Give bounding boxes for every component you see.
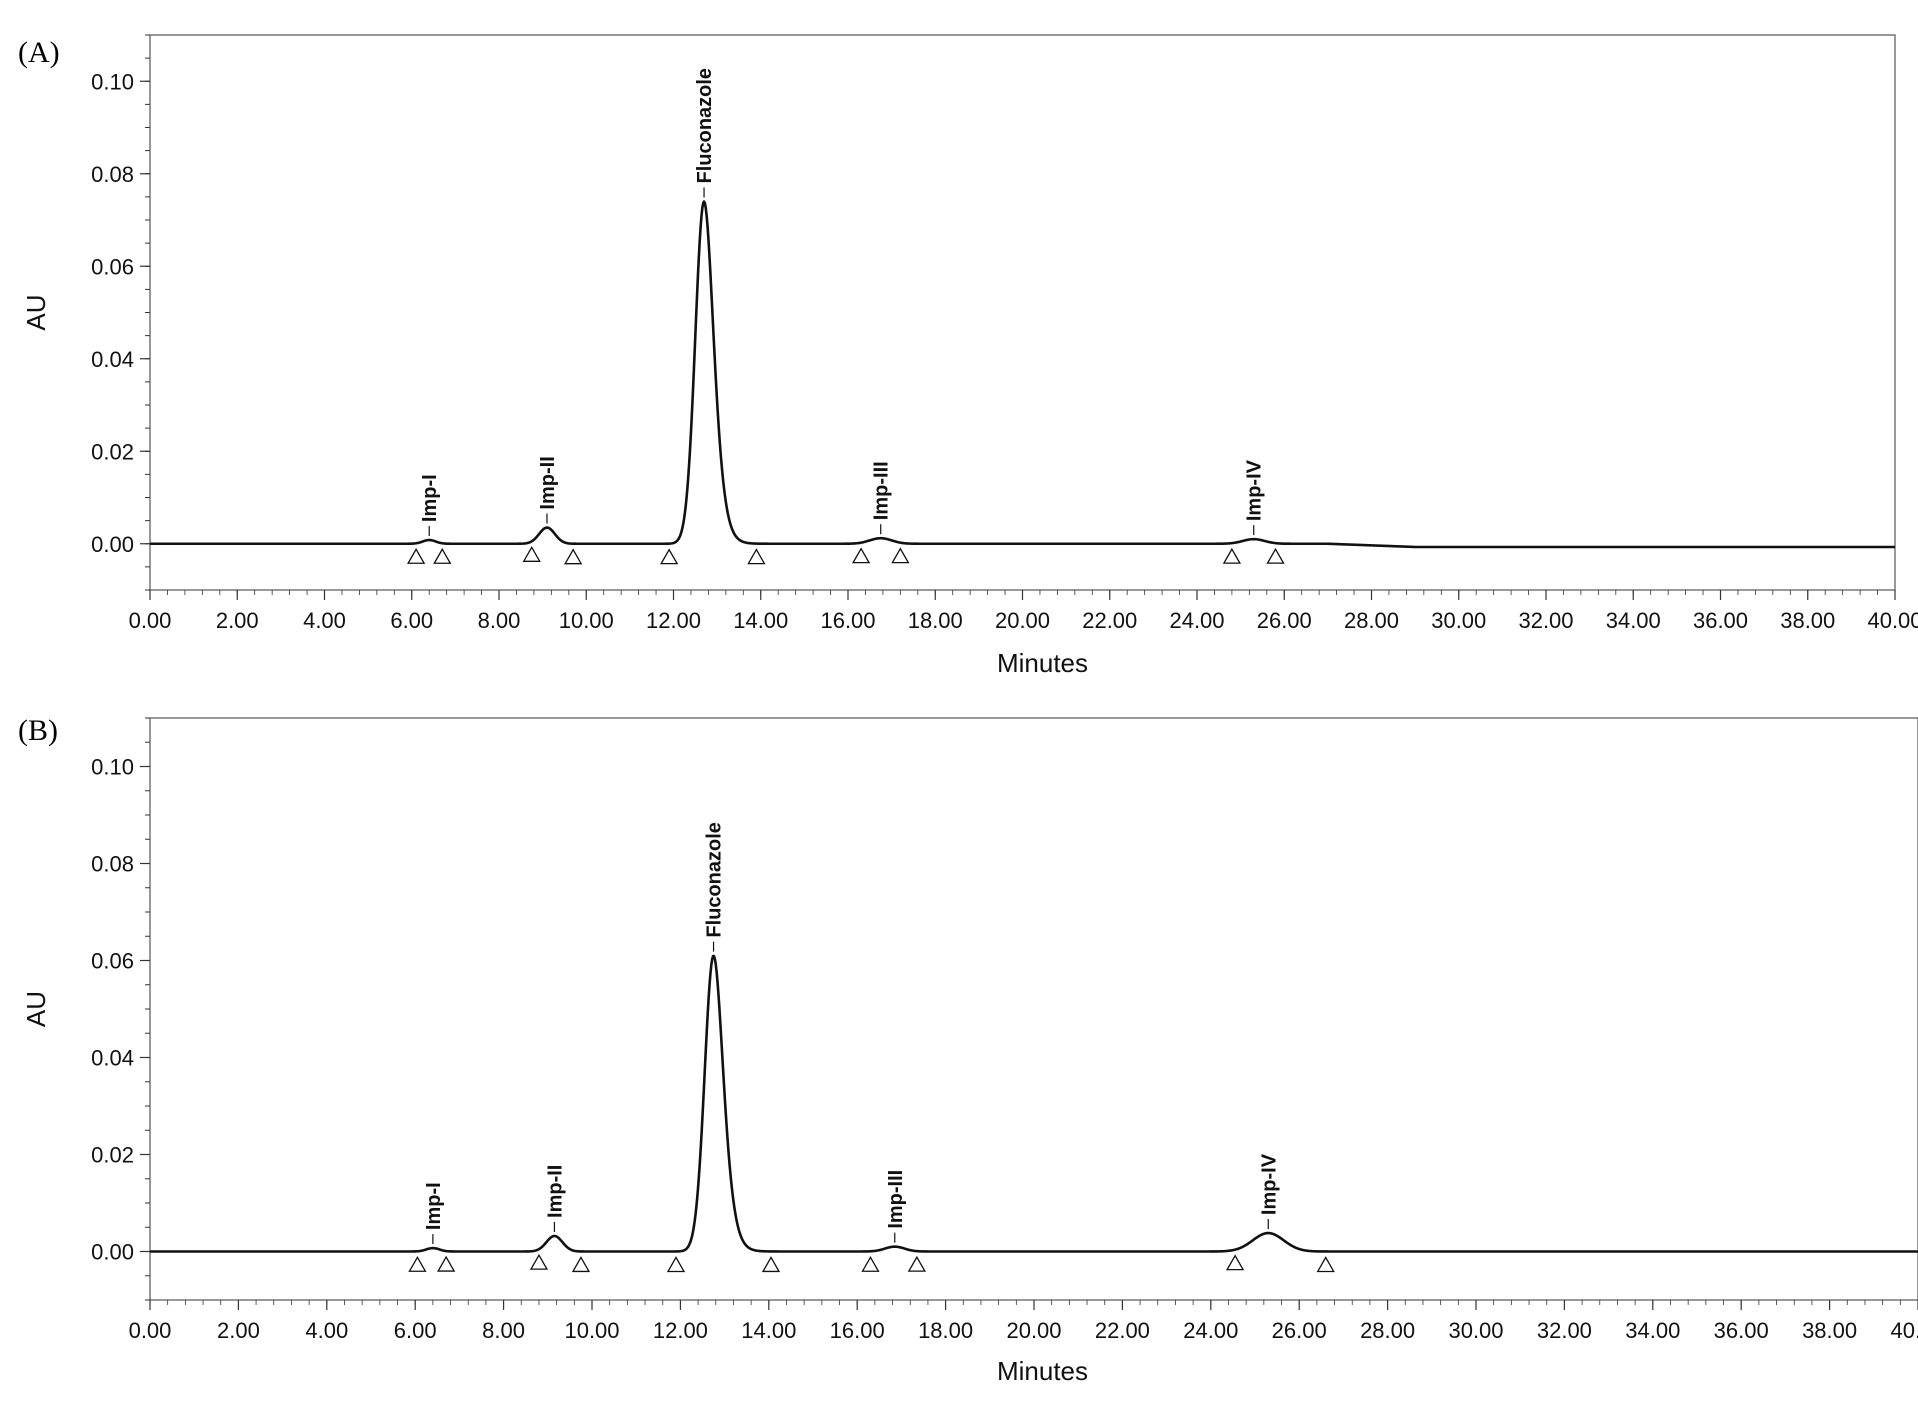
x-tick-label: 40.00 xyxy=(1867,608,1918,633)
integration-marker xyxy=(1222,547,1242,564)
integration-marker xyxy=(666,1256,686,1273)
x-tick-label: 14.00 xyxy=(741,1318,796,1343)
y-tick-label: 0.04 xyxy=(91,347,134,372)
x-tick-label: 32.00 xyxy=(1518,608,1573,633)
x-tick-label: 24.00 xyxy=(1183,1318,1238,1343)
x-tick-label: 10.00 xyxy=(559,608,614,633)
y-tick-label: 0.10 xyxy=(91,755,134,780)
x-tick-label: 4.00 xyxy=(303,608,346,633)
x-tick-label: 30.00 xyxy=(1431,608,1486,633)
y-axis-title: AU xyxy=(21,294,51,330)
x-tick-label: 18.00 xyxy=(918,1318,973,1343)
x-tick-label: 8.00 xyxy=(482,1318,525,1343)
integration-marker xyxy=(1266,547,1285,564)
integration-marker xyxy=(406,547,426,564)
plot-frame xyxy=(149,717,1918,1301)
integration-marker xyxy=(437,1255,456,1272)
panel-label: (B) xyxy=(18,714,58,747)
x-axis-title: Minutes xyxy=(997,1356,1088,1386)
y-tick-label: 0.02 xyxy=(91,1143,134,1168)
x-tick-label: 40.00 xyxy=(1890,1318,1918,1343)
integration-marker xyxy=(529,1253,549,1270)
integration-marker xyxy=(571,1256,591,1273)
integration-marker xyxy=(907,1255,926,1272)
peak-label: Imp-III xyxy=(885,1170,907,1229)
integration-marker xyxy=(564,548,583,565)
y-tick-label: 0.08 xyxy=(91,162,134,187)
x-axis-title: Minutes xyxy=(997,648,1088,678)
peak-label: Imp-IV xyxy=(1244,459,1266,521)
y-tick-label: 0.00 xyxy=(91,532,134,557)
panel-label: (A) xyxy=(18,36,60,69)
peak-label: Fluconazole xyxy=(694,68,716,184)
x-tick-label: 26.00 xyxy=(1272,1318,1327,1343)
integration-marker xyxy=(660,548,679,565)
x-tick-label: 8.00 xyxy=(478,608,521,633)
x-tick-label: 22.00 xyxy=(1095,1318,1150,1343)
x-tick-label: 32.00 xyxy=(1537,1318,1592,1343)
x-tick-label: 16.00 xyxy=(830,1318,885,1343)
integration-marker xyxy=(851,547,871,564)
x-tick-label: 0.00 xyxy=(129,608,172,633)
integration-marker xyxy=(408,1255,427,1272)
peak-label: Imp-IV xyxy=(1258,1153,1280,1215)
y-tick-label: 0.06 xyxy=(91,949,134,974)
integration-marker xyxy=(1316,1256,1335,1273)
peak-label: Fluconazole xyxy=(704,822,726,938)
x-tick-label: 36.00 xyxy=(1693,608,1748,633)
x-tick-label: 14.00 xyxy=(733,608,788,633)
y-tick-label: 0.00 xyxy=(91,1240,134,1265)
y-axis-title: AU xyxy=(21,991,51,1027)
x-tick-label: 34.00 xyxy=(1606,608,1661,633)
x-tick-label: 26.00 xyxy=(1257,608,1312,633)
integration-marker xyxy=(747,548,766,565)
peak-label: Imp-III xyxy=(871,461,893,520)
integration-marker xyxy=(522,545,541,562)
y-tick-label: 0.10 xyxy=(91,69,134,94)
x-tick-label: 28.00 xyxy=(1360,1318,1415,1343)
x-tick-label: 28.00 xyxy=(1344,608,1399,633)
x-tick-label: 2.00 xyxy=(216,608,259,633)
peak-label: Imp-I xyxy=(419,474,441,522)
y-tick-label: 0.04 xyxy=(91,1046,134,1071)
integration-marker xyxy=(761,1256,781,1273)
y-tick-label: 0.08 xyxy=(91,852,134,877)
peak-label: Imp-II xyxy=(537,456,559,509)
x-tick-label: 34.00 xyxy=(1625,1318,1680,1343)
peak-label: Imp-I xyxy=(423,1182,445,1230)
x-tick-label: 20.00 xyxy=(1006,1318,1061,1343)
integration-marker xyxy=(861,1255,880,1272)
x-tick-label: 20.00 xyxy=(995,608,1050,633)
peak-label: Imp-II xyxy=(544,1165,566,1218)
integration-marker xyxy=(891,547,910,564)
x-tick-label: 16.00 xyxy=(820,608,875,633)
chart-panel-a: (A) 0.00 0.02 0.04 0.06 0.08 0.10 0.00 2.00 4.00 6… xyxy=(18,34,1918,678)
integration-marker xyxy=(433,547,452,564)
x-tick-label: 0.00 xyxy=(129,1318,172,1343)
x-tick-label: 6.00 xyxy=(394,1318,437,1343)
x-tick-label: 38.00 xyxy=(1802,1318,1857,1343)
x-tick-label: 18.00 xyxy=(908,608,963,633)
x-tick-label: 2.00 xyxy=(217,1318,260,1343)
x-tick-label: 4.00 xyxy=(305,1318,348,1343)
x-tick-label: 12.00 xyxy=(646,608,701,633)
x-tick-label: 6.00 xyxy=(390,608,433,633)
x-tick-label: 22.00 xyxy=(1082,608,1137,633)
x-tick-label: 10.00 xyxy=(564,1318,619,1343)
chromatogram-trace xyxy=(149,200,1896,549)
x-tick-label: 38.00 xyxy=(1780,608,1835,633)
x-tick-label: 36.00 xyxy=(1714,1318,1769,1343)
x-tick-label: 12.00 xyxy=(653,1318,708,1343)
integration-marker xyxy=(1225,1254,1245,1271)
y-tick-label: 0.02 xyxy=(91,439,134,464)
y-tick-label: 0.06 xyxy=(91,254,134,279)
plot-frame xyxy=(149,34,1896,591)
x-tick-label: 24.00 xyxy=(1169,608,1224,633)
chart-panel-b: (B) 0.00 0.02 0.04 0.06 0.08 0.10 0.00 2.00 4.00 6… xyxy=(18,714,1918,1386)
x-tick-label: 30.00 xyxy=(1448,1318,1503,1343)
chromatogram-trace xyxy=(149,954,1918,1253)
